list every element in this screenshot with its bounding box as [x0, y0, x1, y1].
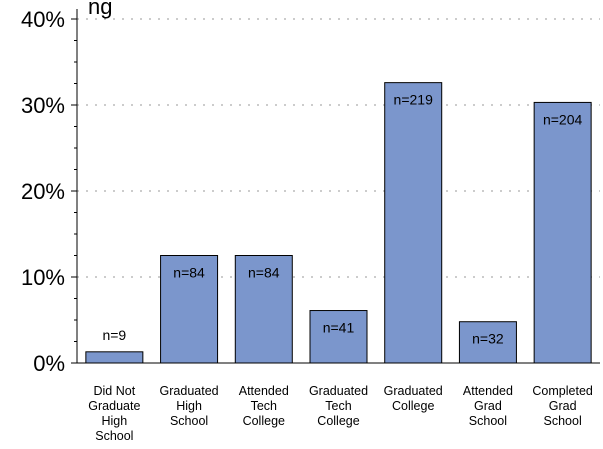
x-category-label: Graduated College — [384, 384, 443, 413]
x-category-label: Attended Tech College — [239, 384, 289, 428]
bar — [234, 255, 293, 364]
x-category-label: Attended Grad School — [463, 384, 513, 428]
bar-data-label: n=9 — [102, 327, 126, 343]
gridlines — [77, 18, 600, 278]
y-tick-label: 10% — [21, 265, 65, 290]
x-category-label: Graduated Tech College — [309, 384, 368, 428]
bar-data-label: n=84 — [248, 265, 280, 281]
bar-data-label: n=219 — [394, 92, 434, 108]
bar — [533, 101, 592, 364]
bar-data-label: n=204 — [543, 111, 583, 127]
bar-data-label: n=41 — [323, 320, 355, 336]
y-tick-label: 20% — [21, 179, 65, 204]
bar — [384, 82, 443, 364]
x-category-label: Graduated High School — [160, 384, 219, 428]
bar-data-label: n=84 — [173, 265, 205, 281]
y-tick-label: 0% — [33, 351, 65, 376]
x-axis: Did Not Graduate High School Graduated High Sc… — [77, 362, 600, 443]
bar — [85, 351, 144, 364]
bar-data-label: n=32 — [472, 331, 504, 347]
bars-group — [85, 82, 592, 364]
chart-title-fragment: ng — [88, 0, 112, 19]
x-category-label: Did Not Graduate High School — [88, 384, 140, 443]
y-tick-label: 30% — [21, 93, 65, 118]
x-category-label: Completed Grad School — [532, 384, 592, 428]
y-axis: 0% 10% 20% 30% 40% — [21, 7, 78, 376]
bar — [309, 310, 368, 364]
bar — [160, 255, 219, 364]
y-tick-label: 40% — [21, 7, 65, 32]
data-labels-group: n=9 n=84 n=84 n=41 n=219 n=32 n=204 — [102, 92, 582, 347]
